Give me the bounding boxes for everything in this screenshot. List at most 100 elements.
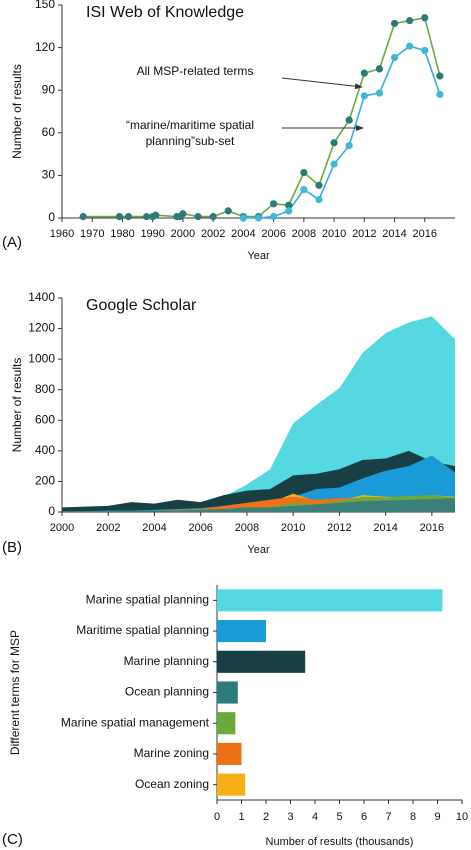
x-tick-label: 10	[456, 811, 468, 823]
marker	[270, 212, 278, 221]
marker	[390, 19, 399, 28]
category-label: Marine zoning	[134, 746, 209, 760]
marker	[209, 212, 217, 221]
x-tick-label: 1980	[110, 228, 134, 240]
x-tick-label: 2008	[292, 228, 316, 240]
x-tick-label: 2014	[373, 522, 397, 534]
y-tick-label: 0	[48, 210, 55, 224]
x-tick-label: 2002	[201, 228, 225, 240]
x-tick-label: 7	[385, 811, 391, 823]
annotation: “marine/maritime spatial	[126, 118, 254, 132]
arrow	[281, 77, 363, 90]
panel-label: (C)	[2, 831, 23, 848]
x-tick-label: 2016	[420, 522, 444, 534]
x-tick-label: 2010	[322, 228, 346, 240]
annotation: planning”sub-set	[146, 134, 235, 148]
marker	[179, 210, 187, 218]
y-tick-label: 200	[35, 474, 55, 488]
y-tick-label: 120	[35, 40, 55, 54]
bar	[217, 742, 242, 765]
x-axis-label: Number of results (thousands)	[266, 836, 414, 848]
marker	[421, 14, 429, 22]
bar	[217, 650, 306, 673]
y-tick-label: 1400	[28, 290, 55, 304]
marker	[143, 212, 151, 221]
area	[62, 498, 455, 512]
x-axis-label: Year	[247, 544, 270, 556]
x-tick-label: 2004	[231, 228, 255, 240]
chart-title: Google Scholar	[86, 297, 197, 314]
chart-title: ISI Web of Knowledge	[86, 4, 244, 21]
bar	[217, 712, 236, 735]
marker	[124, 212, 133, 221]
y-tick-label: 90	[42, 82, 56, 96]
marker	[224, 207, 232, 215]
x-tick-label: 1960	[50, 228, 74, 240]
marker	[330, 139, 338, 147]
marker	[300, 186, 308, 194]
marker	[79, 212, 87, 221]
y-tick-label: 30	[42, 168, 56, 182]
category-label: Marine planning	[124, 654, 209, 668]
marker	[270, 200, 278, 208]
x-tick-label: 2004	[142, 522, 166, 534]
marker	[406, 42, 414, 50]
x-tick-label: 5	[336, 811, 342, 823]
category-label: Marine spatial management	[61, 715, 210, 729]
bar	[217, 681, 238, 704]
x-tick-label: 2014	[382, 228, 406, 240]
y-axis-label: Different terms for MSP	[8, 630, 22, 755]
x-tick-label: 2012	[352, 228, 376, 240]
x-tick-label: 6	[361, 811, 367, 823]
category-label: Maritime spatial planning	[76, 623, 209, 637]
category-label: Ocean zoning	[135, 777, 209, 791]
x-tick-label: 2016	[413, 228, 437, 240]
marker	[360, 92, 368, 100]
bar	[217, 773, 246, 796]
marker	[194, 212, 202, 221]
marker	[436, 90, 444, 99]
y-tick-label: 1000	[28, 351, 55, 365]
panel-label: (B)	[2, 539, 22, 556]
marker	[254, 214, 263, 222]
x-tick-label: 2008	[235, 522, 259, 534]
marker	[285, 207, 293, 215]
marker	[375, 65, 384, 73]
marker	[421, 46, 429, 55]
x-tick-label: 4	[312, 811, 318, 823]
line	[83, 16, 441, 218]
x-tick-label: 1990	[140, 228, 164, 240]
y-tick-label: 600	[35, 412, 55, 426]
x-axis-label: Year	[247, 250, 270, 262]
x-tick-label: 9	[434, 811, 440, 823]
x-tick-label: 2000	[171, 228, 195, 240]
marker	[315, 181, 323, 189]
marker	[285, 201, 293, 209]
marker	[115, 212, 124, 221]
y-tick-label: 800	[35, 382, 55, 396]
x-tick-label: 8	[410, 811, 416, 823]
y-tick-label: 150	[35, 0, 55, 11]
x-tick-label: 2012	[327, 522, 351, 534]
marker	[330, 160, 338, 168]
y-tick-label: 1200	[28, 321, 55, 335]
category-label: Ocean planning	[125, 685, 209, 699]
x-tick-label: 2010	[281, 522, 305, 534]
marker	[360, 69, 368, 77]
category-label: Marine spatial planning	[86, 593, 209, 607]
y-axis-label: Number of results	[10, 358, 24, 453]
bar	[217, 620, 266, 643]
marker	[375, 89, 384, 97]
x-tick-label: 2	[263, 811, 269, 823]
marker	[300, 168, 308, 177]
x-tick-label: 1970	[80, 228, 104, 240]
y-tick-label: 400	[35, 443, 55, 457]
y-axis-label: Number of results	[10, 64, 24, 159]
x-tick-label: 0	[214, 811, 220, 823]
bar	[217, 589, 443, 612]
x-tick-label: 1	[238, 811, 244, 823]
panel-label: (A)	[2, 234, 22, 251]
marker	[152, 211, 160, 219]
marker	[239, 214, 247, 222]
x-tick-label: 2000	[50, 522, 74, 534]
